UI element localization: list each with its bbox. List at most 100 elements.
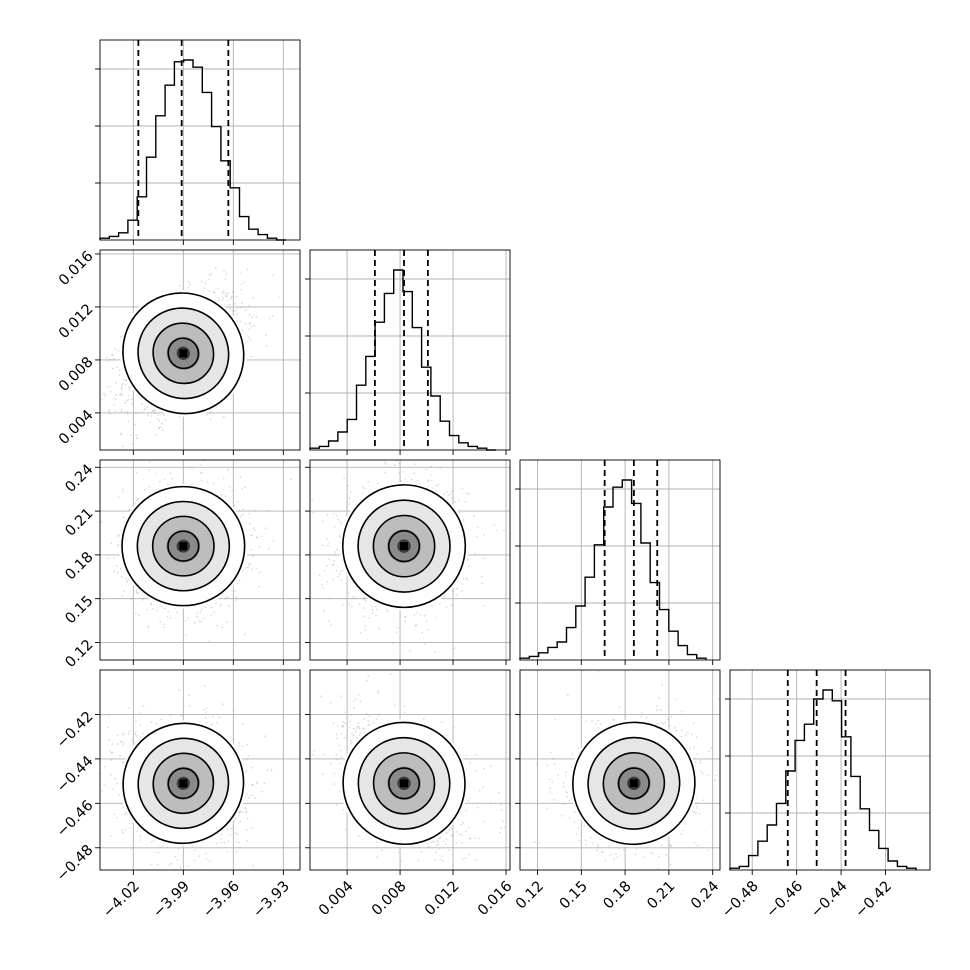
- sample-point: [128, 386, 131, 389]
- sample-point: [148, 469, 151, 471]
- contour-line: [167, 530, 200, 562]
- sample-point: [241, 329, 244, 332]
- sample-point: [363, 599, 365, 601]
- sample-point: [240, 306, 243, 309]
- sample-point: [167, 465, 169, 467]
- sample-point: [215, 602, 217, 605]
- sample-point: [146, 406, 149, 409]
- sample-point: [348, 497, 351, 499]
- sample-point: [87, 454, 89, 456]
- sample-point: [208, 860, 211, 863]
- sample-point: [147, 414, 149, 417]
- sample-point: [161, 605, 164, 608]
- sample-point: [203, 287, 206, 289]
- sample-point: [346, 506, 348, 509]
- sample-point: [311, 499, 313, 501]
- sample-point: [118, 369, 121, 372]
- sample-point: [333, 560, 335, 562]
- sample-point: [482, 557, 485, 560]
- sample-point: [236, 850, 238, 853]
- sample-point: [450, 496, 453, 499]
- sample-point: [464, 500, 467, 503]
- sample-point: [161, 422, 164, 425]
- sample-point: [245, 770, 248, 772]
- sample-point: [210, 606, 213, 609]
- sample-point: [131, 739, 134, 742]
- sample-point: [106, 360, 109, 363]
- sample-point: [107, 410, 110, 413]
- sample-point: [323, 609, 326, 612]
- panel-3-3: [730, 670, 930, 870]
- sample-point: [444, 596, 446, 599]
- frame-2-1: [305, 459, 511, 665]
- frame-2-0: [95, 459, 301, 665]
- sample-point: [118, 373, 121, 376]
- sample-point: [176, 611, 178, 614]
- sample-point: [434, 616, 437, 619]
- sample-point: [247, 754, 250, 757]
- histogram-step: [519, 479, 707, 660]
- sample-point: [238, 841, 241, 844]
- sample-point: [367, 480, 370, 483]
- sample-point: [107, 557, 110, 560]
- sample-point: [130, 443, 133, 445]
- sample-point: [339, 520, 341, 523]
- sample-point: [375, 614, 377, 617]
- sample-point: [134, 502, 137, 505]
- sample-point: [236, 313, 239, 316]
- sample-point: [213, 611, 216, 614]
- sample-point: [191, 845, 194, 848]
- sample-point: [184, 619, 187, 622]
- sample-point: [126, 410, 129, 413]
- sample-point: [232, 709, 235, 712]
- sample-point: [120, 336, 122, 338]
- sample-point: [239, 811, 242, 813]
- sample-point: [208, 290, 211, 293]
- sample-point: [265, 344, 268, 347]
- sample-point: [217, 287, 219, 290]
- sample-point: [222, 290, 225, 293]
- panel-2-2: [520, 460, 720, 660]
- sample-point: [120, 576, 123, 579]
- sample-point: [123, 590, 126, 593]
- sample-point: [158, 427, 161, 429]
- sample-point: [117, 535, 120, 538]
- sample-point: [352, 595, 355, 598]
- sample-point: [137, 411, 139, 414]
- sample-point: [209, 274, 211, 276]
- sample-point: [137, 498, 139, 501]
- sample-point: [210, 614, 213, 617]
- sample-point: [439, 603, 441, 605]
- sample-point: [227, 468, 230, 471]
- sample-point: [347, 592, 350, 595]
- sample-point: [378, 627, 380, 630]
- sample-point: [120, 433, 123, 436]
- frame-2-2: [515, 459, 721, 665]
- contour-line: [152, 322, 215, 385]
- sample-point: [230, 827, 232, 830]
- sample-point: [152, 608, 155, 610]
- sample-point: [122, 761, 125, 764]
- sample-point: [131, 598, 133, 600]
- sample-point: [249, 562, 251, 565]
- sample-point: [96, 780, 98, 782]
- sample-point: [249, 339, 252, 341]
- sample-point: [384, 471, 386, 474]
- sample-point: [410, 478, 413, 481]
- sample-point: [178, 416, 181, 418]
- sample-point: [237, 582, 239, 585]
- sample-point: [95, 796, 97, 798]
- sample-point: [107, 386, 110, 388]
- joint-content: [100, 460, 292, 643]
- sample-point: [121, 595, 124, 597]
- sample-point: [176, 859, 179, 861]
- sample-point: [109, 412, 112, 415]
- sample-point: [423, 614, 426, 617]
- sample-point: [186, 865, 189, 867]
- sample-point: [245, 810, 248, 813]
- sample-point: [237, 814, 240, 817]
- peak-cell: [179, 542, 188, 551]
- sample-point: [124, 813, 127, 815]
- contour-line: [357, 499, 451, 593]
- sample-point: [403, 620, 406, 623]
